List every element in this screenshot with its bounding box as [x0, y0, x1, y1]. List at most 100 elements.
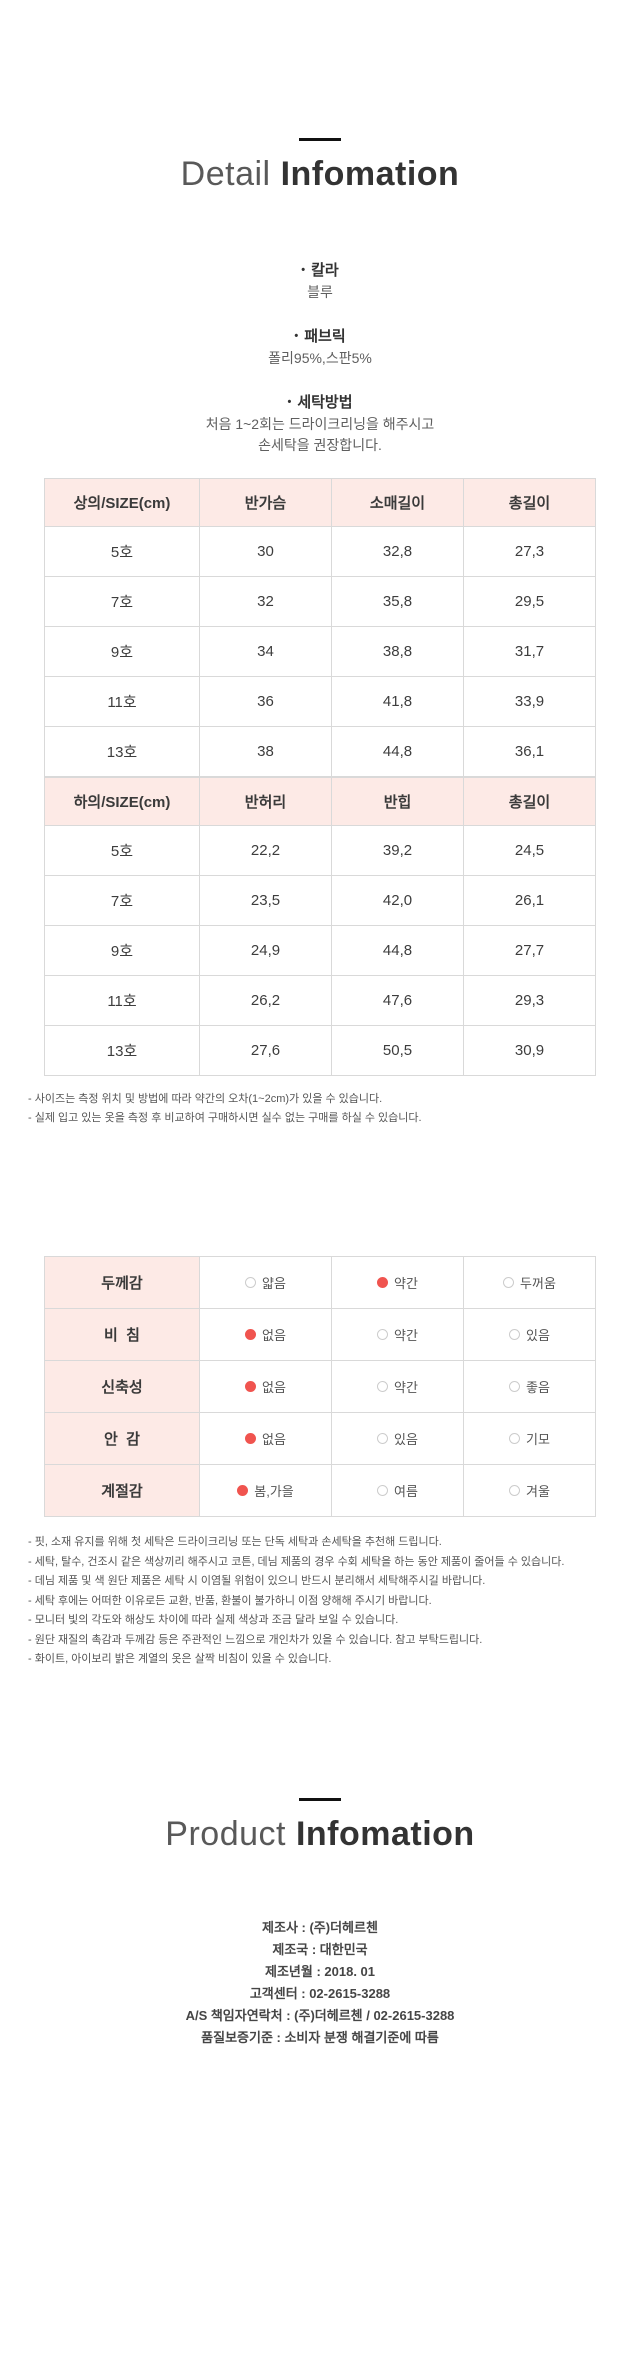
radio-unselected-icon	[509, 1433, 521, 1444]
table-cell: 13호	[44, 1025, 200, 1076]
spec-label: • 세탁방법	[287, 394, 353, 411]
size-note-line: - 사이즈는 측정 위치 및 방법에 따라 약간의 오차(1~2cm)가 있을 …	[28, 1093, 383, 1105]
product-info-line: 제조사 : (주)더헤르첸	[262, 1919, 378, 1935]
table-cell: 29,3	[463, 975, 596, 1026]
detail-title-bold: Infomation	[280, 155, 460, 193]
product-info-line: 제조국 : 대한민국	[272, 1941, 368, 1957]
attribute-option: 기모	[509, 1429, 550, 1448]
product-info-line: A/S 책임자연락처 : (주)더헤르첸 / 02-2615-3288	[185, 2007, 455, 2023]
table-cell: 27,7	[463, 925, 596, 976]
table-row: 9호 24,9 44,8 27,7	[44, 925, 596, 976]
attribute-label: 안 감	[44, 1412, 200, 1465]
attribute-option-cell: 봄,가을	[199, 1464, 332, 1517]
product-info-line: 품질보증기준 : 소비자 분쟁 해결기준에 따름	[201, 2029, 439, 2045]
attribute-option: 여름	[377, 1481, 418, 1500]
table-row: 5호 22,2 39,2 24,5	[44, 825, 596, 876]
attribute-option-label: 있음	[394, 1432, 418, 1447]
attribute-option-label: 여름	[394, 1484, 418, 1499]
attribute-option: 얇음	[245, 1273, 286, 1292]
radio-selected-icon	[237, 1485, 249, 1496]
care-note-line: - 세탁 후에는 어떠한 이유로든 교환, 반품, 환불이 불가하니 이점 양해…	[28, 1594, 432, 1607]
radio-unselected-icon	[509, 1485, 521, 1496]
care-note-line: - 원단 재질의 촉감과 두께감 등은 주관적인 느낌으로 개인차가 있을 수 …	[28, 1633, 483, 1646]
care-note-line: - 핏, 소재 유지를 위해 첫 세탁은 드라이크리닝 또는 단독 세탁과 손세…	[28, 1536, 442, 1548]
attributes-table: 두께감 얇음 약간 두꺼움 비 침 없음 약간 있음 신축성 없음 약간 좋음 안 감 없음 있음 기모 계절감…	[44, 1256, 596, 1517]
attribute-option: 약간	[377, 1325, 418, 1344]
product-info-line: 제조년월 : 2018. 01	[265, 1963, 375, 1979]
attribute-option: 좋음	[509, 1377, 550, 1396]
product-title-bold: Infomation	[295, 1814, 475, 1853]
product-title-light: Product	[165, 1814, 286, 1853]
table-cell: 33,9	[463, 676, 596, 727]
attribute-option-label: 없음	[262, 1432, 286, 1447]
radio-unselected-icon	[509, 1329, 521, 1340]
table-cell: 26,1	[463, 875, 596, 926]
attribute-row: 안 감 없음 있음 기모	[44, 1412, 596, 1465]
spec-item: • 패브릭 폴리95%,스판5%	[0, 325, 640, 369]
table-cell: 38,8	[331, 626, 464, 677]
product-info-line: 고객센터 : 02-2615-3288	[249, 1985, 391, 2001]
table-cell: 11호	[44, 676, 200, 727]
attribute-option-label: 약간	[394, 1276, 418, 1291]
table-cell: 27,3	[463, 526, 596, 577]
radio-unselected-icon	[377, 1485, 389, 1496]
attribute-option-cell: 좋음	[463, 1360, 596, 1413]
spec-value: 손세탁을 권장합니다.	[258, 437, 382, 453]
detail-section-title: Detail Infomation	[0, 153, 640, 195]
table-header-cell: 총길이	[463, 478, 596, 527]
attribute-option: 없음	[245, 1377, 286, 1396]
table-header-row: 상의/SIZE(cm) 반가슴 소매길이 총길이	[44, 478, 596, 527]
table-cell: 7호	[44, 576, 200, 627]
attribute-option-label: 겨울	[526, 1484, 550, 1499]
attribute-option-cell: 기모	[463, 1412, 596, 1465]
radio-unselected-icon	[377, 1433, 389, 1444]
bottom-size-table: 하의/SIZE(cm) 반허리 반힙 총길이 5호 22,2 39,2 24,5 7호 23,5 4…	[44, 777, 596, 1076]
spec-value: 처음 1~2회는 드라이크리닝을 해주시고	[205, 416, 435, 432]
radio-selected-icon	[377, 1277, 389, 1288]
attribute-option: 없음	[245, 1429, 286, 1448]
table-cell: 29,5	[463, 576, 596, 627]
attribute-option-label: 기모	[526, 1432, 550, 1447]
attribute-label: 신축성	[44, 1360, 200, 1413]
attribute-label: 계절감	[44, 1464, 200, 1517]
table-cell: 36,1	[463, 726, 596, 777]
radio-unselected-icon	[377, 1329, 389, 1340]
table-cell: 50,5	[331, 1025, 464, 1076]
radio-selected-icon	[245, 1433, 257, 1444]
care-note-line: - 데님 제품 및 색 원단 제품은 세탁 시 이염될 위험이 있으니 반드시 …	[28, 1575, 486, 1587]
detail-title-light: Detail	[180, 155, 271, 193]
table-cell: 34	[199, 626, 332, 677]
attribute-row: 두께감 얇음 약간 두꺼움	[44, 1256, 596, 1309]
care-notes: - 핏, 소재 유지를 위해 첫 세탁은 드라이크리닝 또는 단독 세탁과 손세…	[28, 1533, 612, 1670]
attribute-row: 계절감 봄,가을 여름 겨울	[44, 1464, 596, 1517]
table-cell: 13호	[44, 726, 200, 777]
attribute-row: 신축성 없음 약간 좋음	[44, 1360, 596, 1413]
attribute-option-cell: 겨울	[463, 1464, 596, 1517]
product-section-title: Product Infomation	[0, 1813, 640, 1855]
attribute-option-label: 봄,가을	[254, 1484, 294, 1499]
radio-unselected-icon	[509, 1381, 521, 1392]
attribute-option-cell: 약간	[331, 1360, 464, 1413]
spec-value: 블루	[307, 284, 333, 300]
table-cell: 32	[199, 576, 332, 627]
table-cell: 5호	[44, 825, 200, 876]
table-row: 13호 27,6 50,5 30,9	[44, 1025, 596, 1076]
table-cell: 9호	[44, 925, 200, 976]
attribute-option-cell: 두꺼움	[463, 1256, 596, 1309]
attribute-row: 비 침 없음 약간 있음	[44, 1308, 596, 1361]
attribute-label: 비 침	[44, 1308, 200, 1361]
product-section-divider	[299, 1797, 341, 1801]
table-cell: 22,2	[199, 825, 332, 876]
table-cell: 36	[199, 676, 332, 727]
table-cell: 23,5	[199, 875, 332, 926]
attribute-option-cell: 얇음	[199, 1256, 332, 1309]
spec-value: 폴리95%,스판5%	[268, 350, 372, 366]
table-cell: 11호	[44, 975, 200, 1026]
table-row: 9호 34 38,8 31,7	[44, 626, 596, 677]
spec-item: • 칼라 블루	[0, 259, 640, 303]
radio-unselected-icon	[245, 1277, 257, 1288]
table-cell: 44,8	[331, 925, 464, 976]
attribute-option-label: 없음	[262, 1380, 286, 1395]
